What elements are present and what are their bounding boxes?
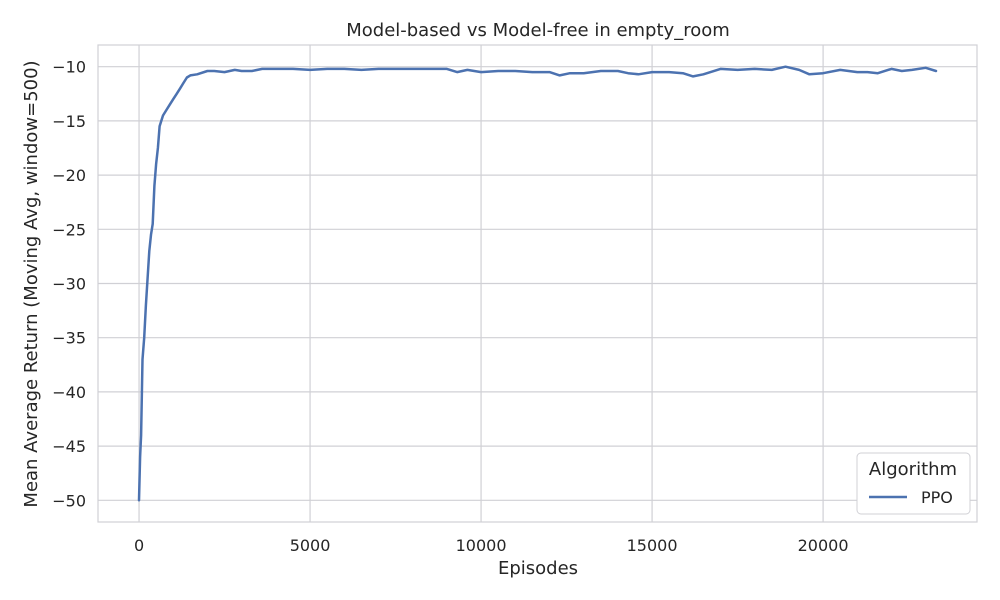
y-tick-label: −40 (52, 383, 86, 402)
legend-box (856, 452, 971, 515)
y-tick-label: −30 (52, 275, 86, 294)
chart-title: Model-based vs Model-free in empty_room (346, 20, 730, 41)
y-tick-label: −10 (52, 58, 86, 77)
x-tick-label: 15000 (627, 536, 678, 555)
y-tick-label: −15 (52, 112, 86, 131)
plot-frame (97, 44, 978, 523)
x-tick-label: 5000 (290, 536, 331, 555)
grid-layer (98, 45, 977, 522)
series-line-ppo (137, 65, 938, 502)
legend-label-ppo: PPO (921, 488, 953, 507)
x-axis-label: Episodes (498, 558, 578, 579)
x-tick-label: 20000 (798, 536, 849, 555)
legend-title: Algorithm (869, 459, 957, 480)
y-axis-label: Mean Average Return (Moving Avg, window=… (21, 60, 42, 507)
x-tick-label: 10000 (456, 536, 507, 555)
tick-labels: 0 5000 10000 15000 20000 −50 −45 −40 −35 −30 −25 −2… (52, 58, 848, 555)
y-tick-label: −25 (52, 220, 86, 239)
y-tick-label: −50 (52, 491, 86, 510)
y-tick-label: −20 (52, 166, 86, 185)
y-tick-label: −45 (52, 437, 86, 456)
legend: Algorithm PPO (856, 452, 971, 515)
series-layer (137, 65, 938, 502)
x-tick-label: 0 (134, 536, 144, 555)
y-tick-label: −35 (52, 329, 86, 348)
